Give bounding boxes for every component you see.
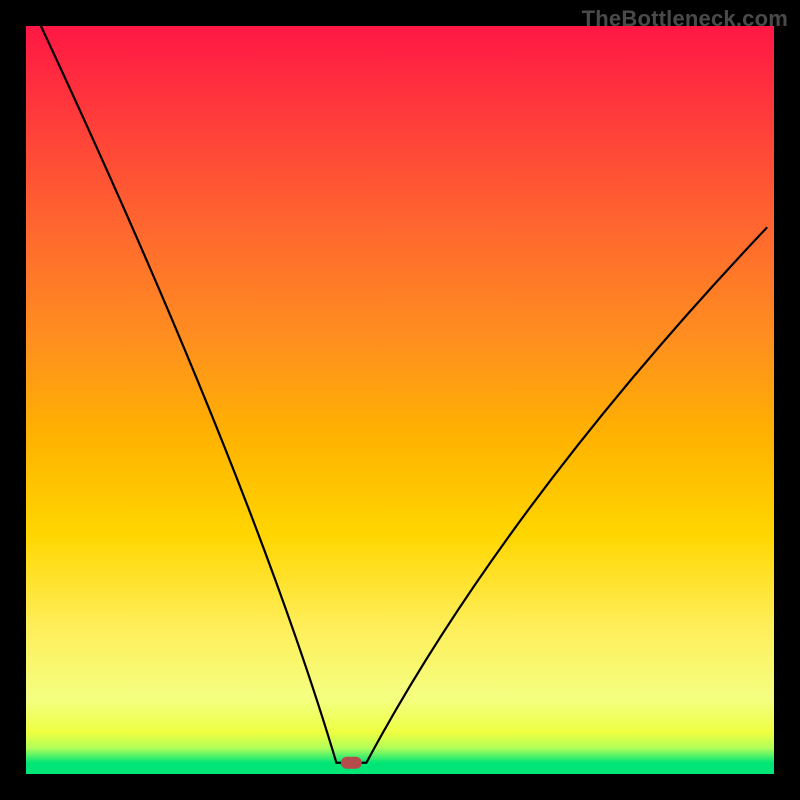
watermark-text: TheBottleneck.com [582, 6, 788, 32]
chart-container: { "image": { "width": 800, "height": 800… [0, 0, 800, 800]
curve-minimum-marker [341, 757, 362, 769]
chart-svg [0, 0, 800, 800]
chart-plot-background [26, 26, 774, 774]
